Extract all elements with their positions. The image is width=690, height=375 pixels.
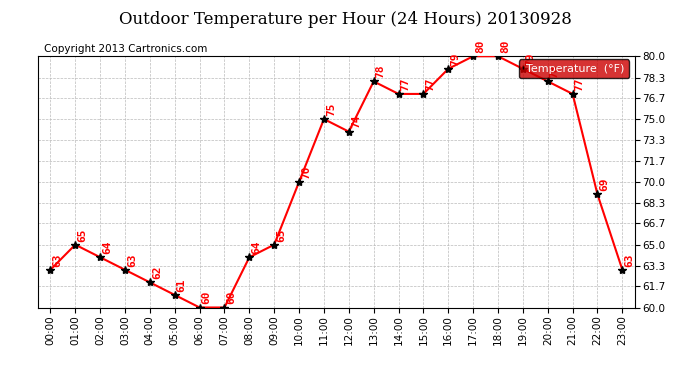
- Text: 62: 62: [152, 266, 162, 279]
- Text: 79: 79: [525, 52, 535, 66]
- Text: 78: 78: [375, 65, 386, 78]
- Text: 79: 79: [451, 52, 460, 66]
- Text: 77: 77: [426, 77, 435, 91]
- Text: 63: 63: [624, 253, 634, 267]
- Text: 60: 60: [226, 291, 237, 304]
- Text: 69: 69: [600, 178, 609, 191]
- Text: 60: 60: [201, 291, 212, 304]
- Text: 77: 77: [575, 77, 584, 91]
- Legend: Temperature  (°F): Temperature (°F): [519, 59, 629, 78]
- Text: Copyright 2013 Cartronics.com: Copyright 2013 Cartronics.com: [44, 44, 207, 54]
- Text: 64: 64: [251, 241, 262, 254]
- Text: 61: 61: [177, 278, 187, 292]
- Text: 65: 65: [276, 228, 286, 242]
- Text: 80: 80: [475, 40, 485, 53]
- Text: 74: 74: [351, 115, 361, 129]
- Text: 77: 77: [400, 77, 411, 91]
- Text: 78: 78: [550, 65, 560, 78]
- Text: 64: 64: [102, 241, 112, 254]
- Text: 70: 70: [301, 165, 311, 179]
- Text: 75: 75: [326, 102, 336, 116]
- Text: 80: 80: [500, 40, 510, 53]
- Text: 63: 63: [127, 253, 137, 267]
- Text: Outdoor Temperature per Hour (24 Hours) 20130928: Outdoor Temperature per Hour (24 Hours) …: [119, 11, 571, 28]
- Text: 63: 63: [52, 253, 62, 267]
- Text: 65: 65: [77, 228, 87, 242]
